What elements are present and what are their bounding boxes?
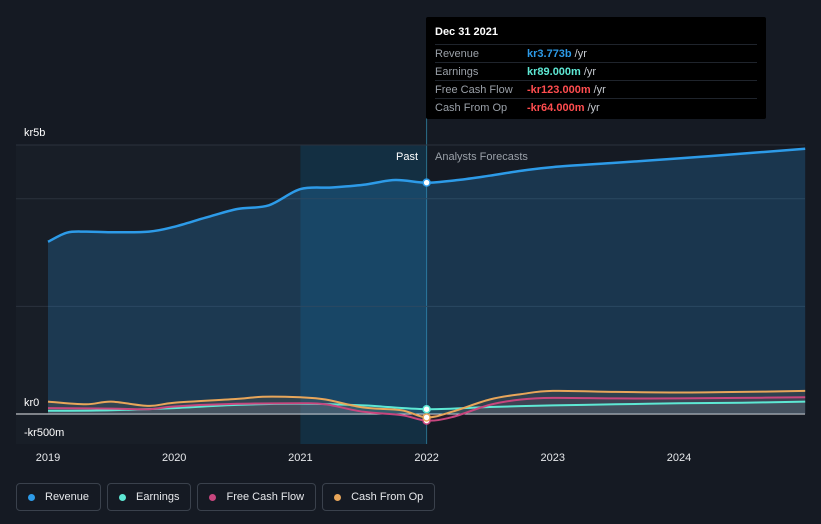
legend-label: Revenue bbox=[45, 491, 90, 503]
background-bands bbox=[16, 118, 428, 444]
y-tick-label: kr0 bbox=[24, 397, 39, 409]
x-tick-label: 2022 bbox=[414, 452, 438, 464]
tooltip-name: Revenue bbox=[435, 47, 480, 60]
tooltip-value: kr3.773b bbox=[527, 47, 572, 60]
area-free-cash-flow bbox=[48, 397, 806, 421]
tooltip-value: kr89.000m bbox=[527, 65, 581, 78]
tooltip-name: Free Cash Flow bbox=[435, 83, 513, 96]
tooltip-unit: /yr bbox=[587, 101, 600, 114]
legend-dot-icon bbox=[209, 493, 217, 501]
legend-item-revenue[interactable]: Revenue bbox=[16, 483, 102, 511]
legend-dot-icon bbox=[28, 493, 35, 501]
legend-label: Cash From Op bbox=[351, 491, 424, 503]
line-revenue bbox=[47, 147, 806, 243]
tooltip-row-earnings: Earnings kr89.000m /yr bbox=[435, 62, 757, 80]
y-axis-labels: kr5b kr0 -kr500m bbox=[24, 127, 64, 439]
past-label: Past bbox=[396, 151, 418, 163]
hover-markers bbox=[422, 178, 431, 425]
legend-item-earnings[interactable]: Earnings bbox=[107, 483, 192, 511]
tooltip-unit: /yr bbox=[583, 65, 597, 78]
y-tick-label: kr5b bbox=[24, 127, 45, 139]
tooltip-date: Dec 31 2021 bbox=[435, 26, 498, 38]
grid-lines bbox=[16, 144, 805, 415]
tooltip-name: Cash From Op bbox=[435, 101, 508, 114]
tooltip-unit: /yr bbox=[593, 83, 606, 96]
tooltip: Dec 31 2021 Revenue kr3.773b /yr Earning… bbox=[426, 17, 766, 119]
tooltip-row-cash-from-op: Cash From Op -kr64.000m /yr bbox=[435, 98, 757, 116]
x-tick-label: 2023 bbox=[541, 452, 565, 464]
area-revenue bbox=[48, 148, 806, 415]
legend-item-cash-from-op[interactable]: Cash From Op bbox=[322, 483, 436, 511]
line-free-cash-flow bbox=[47, 396, 806, 422]
x-tick-label: 2021 bbox=[288, 452, 312, 464]
tooltip-value: -kr123.000m bbox=[527, 83, 591, 96]
legend-dot-icon bbox=[334, 493, 342, 501]
x-tick-label: 2024 bbox=[667, 452, 691, 464]
legend-item-free-cash-flow[interactable]: Free Cash Flow bbox=[197, 483, 317, 511]
legend-label: Free Cash Flow bbox=[226, 491, 305, 503]
legend-label: Earnings bbox=[136, 491, 180, 503]
legend-dot-icon bbox=[119, 493, 127, 501]
y-tick-label: -kr500m bbox=[24, 427, 64, 439]
tooltip-row-revenue: Revenue kr3.773b /yr bbox=[435, 44, 757, 62]
past-band bbox=[16, 145, 301, 444]
tooltip-unit: /yr bbox=[574, 47, 587, 60]
x-tick-label: 2020 bbox=[162, 452, 186, 464]
marker-earnings bbox=[422, 404, 431, 414]
marker-cash-from-op bbox=[422, 413, 431, 422]
tooltip-value: -kr64.000m bbox=[527, 101, 585, 114]
tooltip-row-free-cash-flow: Free Cash Flow -kr123.000m /yr bbox=[435, 80, 757, 98]
x-tick-label: 2019 bbox=[36, 452, 60, 464]
x-axis-labels: 2019 2020 2021 2022 2023 2024 bbox=[36, 452, 691, 464]
tooltip-name: Earnings bbox=[435, 65, 479, 78]
forecast-label: Analysts Forecasts bbox=[435, 151, 528, 163]
line-cash-from-op bbox=[47, 389, 806, 419]
legend: Revenue Earnings Free Cash Flow Cash Fro… bbox=[16, 483, 436, 511]
highlight-band bbox=[300, 145, 427, 444]
marker-revenue bbox=[422, 178, 431, 187]
